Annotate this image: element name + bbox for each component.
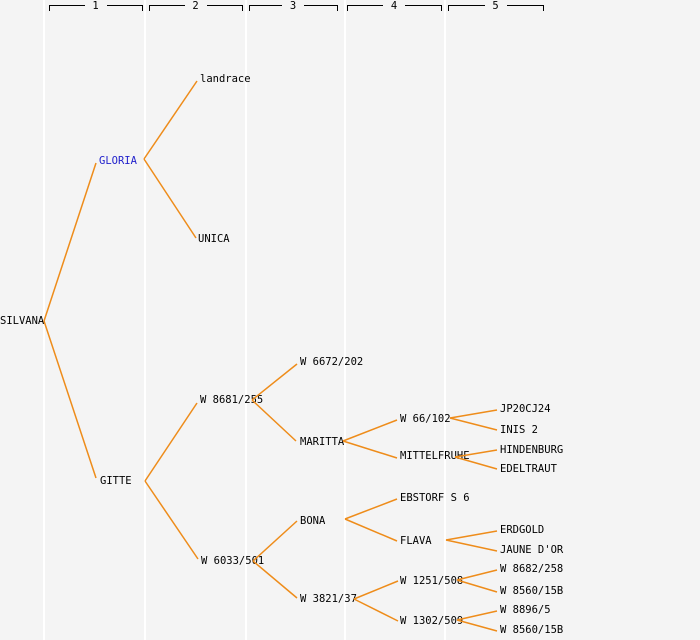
- node-w-3821-37[interactable]: W 3821/37: [300, 593, 357, 605]
- node-w-66-102[interactable]: W 66/102: [400, 413, 451, 425]
- node-edeltraut[interactable]: EDELTRAUT: [500, 463, 557, 475]
- node-jaune-d-or[interactable]: JAUNE D'OR: [500, 544, 564, 556]
- node-w-8682-258[interactable]: W 8682/258: [500, 563, 564, 575]
- node-w-1251-508[interactable]: W 1251/508: [400, 575, 464, 587]
- column-header-5: 5: [484, 0, 507, 13]
- node-ebstorf-s-6[interactable]: EBSTORF S 6: [400, 492, 470, 504]
- node-w-8681-255[interactable]: W 8681/255: [200, 394, 264, 406]
- node-w-6033-501[interactable]: W 6033/501: [201, 555, 265, 567]
- column-header-4: 4: [383, 0, 405, 13]
- node-erdgold[interactable]: ERDGOLD: [500, 524, 545, 536]
- node-bona[interactable]: BONA: [300, 515, 326, 527]
- column-header-1: 1: [84, 0, 107, 13]
- node-w-8560-15b[interactable]: W 8560/15B: [500, 624, 564, 636]
- node-unica[interactable]: UNICA: [198, 233, 230, 245]
- node-w-8896-5[interactable]: W 8896/5: [500, 604, 551, 616]
- node-hindenburg[interactable]: HINDENBURG: [500, 444, 564, 456]
- node-w-1302-509[interactable]: W 1302/509: [400, 615, 464, 627]
- node-silvana[interactable]: SILVANA: [0, 315, 45, 327]
- node-gitte[interactable]: GITTE: [100, 475, 132, 487]
- node-inis-2[interactable]: INIS 2: [500, 424, 538, 436]
- node-flava[interactable]: FLAVA: [400, 535, 432, 547]
- node-w-6672-202[interactable]: W 6672/202: [300, 356, 364, 368]
- node-maritta[interactable]: MARITTA: [300, 436, 345, 448]
- column-header-3: 3: [282, 0, 304, 13]
- node-jp20cj24[interactable]: JP20CJ24: [500, 403, 551, 415]
- node-mittelfruhe[interactable]: MITTELFRUHE: [400, 450, 470, 462]
- node-gloria[interactable]: GLORIA: [99, 155, 137, 167]
- node-w-8560-15b[interactable]: W 8560/15B: [500, 585, 564, 597]
- node-landrace[interactable]: landrace: [200, 73, 251, 85]
- column-header-2: 2: [184, 0, 207, 13]
